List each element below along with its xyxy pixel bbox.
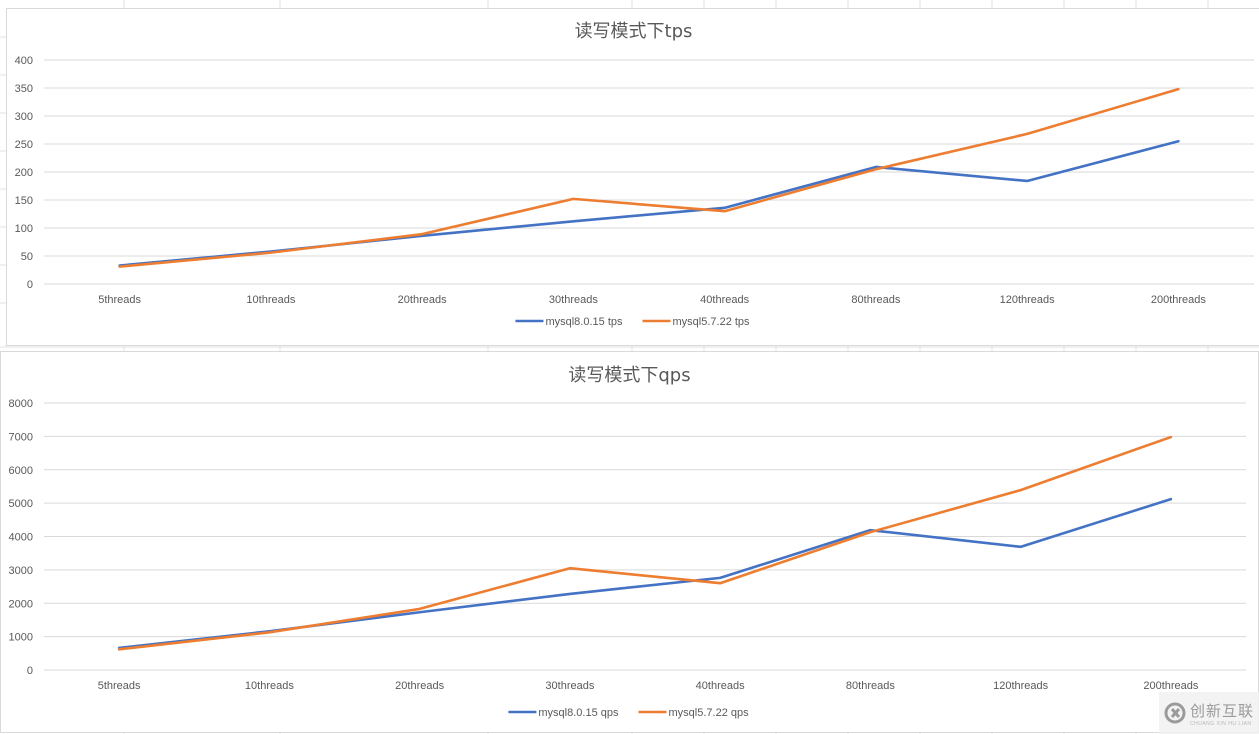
tps-chart[interactable]: 读写模式下tps 0 50 100 150 200 250 300 350 400 5threads… bbox=[6, 8, 1259, 346]
y-tick-label: 7000 bbox=[9, 431, 33, 443]
series-line[interactable] bbox=[117, 435, 1173, 651]
legend-label: mysql8.0.15 qps bbox=[538, 707, 619, 719]
watermark-text: 创新互联 bbox=[1189, 701, 1254, 720]
x-tick-label: 10threads bbox=[246, 294, 295, 306]
x-tick-label: 200threads bbox=[1143, 680, 1199, 692]
chart-title: 读写模式下tps bbox=[575, 21, 693, 42]
chart-legend: mysql8.0.15 qps mysql5.7.22 qps bbox=[508, 707, 749, 719]
x-tick-label: 40threads bbox=[696, 680, 745, 692]
x-tick-label: 20threads bbox=[395, 680, 444, 692]
y-tick-label: 200 bbox=[15, 167, 33, 179]
series-line[interactable] bbox=[118, 87, 1180, 268]
x-tick-label: 5threads bbox=[98, 680, 141, 692]
qps-chart[interactable]: 读写模式下qps 0 1000 2000 3000 4000 5000 6000 7000 800… bbox=[0, 351, 1259, 733]
chart-title: 读写模式下qps bbox=[568, 365, 690, 386]
legend-item[interactable]: mysql5.7.22 tps bbox=[642, 316, 751, 328]
y-tick-label: 400 bbox=[15, 55, 33, 67]
legend-label: mysql8.0.15 tps bbox=[545, 316, 623, 328]
y-tick-label: 300 bbox=[15, 111, 33, 123]
x-tick-label: 200threads bbox=[1151, 294, 1207, 306]
y-tick-label: 350 bbox=[15, 83, 33, 95]
x-tick-label: 20threads bbox=[398, 294, 447, 306]
y-tick-label: 100 bbox=[15, 223, 33, 235]
x-tick-label: 120threads bbox=[993, 680, 1049, 692]
watermark-subtext: CHUANG XIN HU LIAN bbox=[1189, 720, 1252, 727]
y-tick-label: 50 bbox=[21, 251, 33, 263]
brand-logo-icon bbox=[1164, 702, 1186, 724]
watermark: 创新互联 CHUANG XIN HU LIAN bbox=[1159, 692, 1259, 734]
x-tick-label: 80threads bbox=[851, 294, 900, 306]
y-tick-label: 1000 bbox=[9, 632, 33, 644]
qps-chart-canvas: 读写模式下qps 0 1000 2000 3000 4000 5000 6000 7000 800… bbox=[9, 365, 1246, 719]
legend-label: mysql5.7.22 qps bbox=[669, 707, 750, 719]
y-tick-label: 8000 bbox=[9, 398, 33, 410]
y-tick-label: 5000 bbox=[9, 498, 33, 510]
x-tick-label: 40threads bbox=[700, 294, 749, 306]
y-tick-label: 3000 bbox=[9, 565, 33, 577]
y-tick-label: 0 bbox=[27, 665, 33, 677]
y-tick-label: 150 bbox=[15, 195, 33, 207]
x-tick-label: 80threads bbox=[846, 680, 895, 692]
y-tick-label: 250 bbox=[15, 139, 33, 151]
series-line[interactable] bbox=[118, 139, 1180, 267]
x-tick-label: 120threads bbox=[1000, 294, 1056, 306]
y-tick-label: 6000 bbox=[9, 465, 33, 477]
series-line[interactable] bbox=[117, 497, 1173, 650]
legend-item[interactable]: mysql8.0.15 qps bbox=[508, 707, 619, 719]
x-tick-label: 5threads bbox=[98, 294, 141, 306]
x-tick-label: 30threads bbox=[545, 680, 594, 692]
legend-item[interactable]: mysql5.7.22 qps bbox=[638, 707, 750, 719]
legend-label: mysql5.7.22 tps bbox=[673, 316, 751, 328]
tps-chart-canvas: 读写模式下tps 0 50 100 150 200 250 300 350 400 5threads… bbox=[15, 21, 1254, 328]
legend-item[interactable]: mysql8.0.15 tps bbox=[515, 316, 623, 328]
chart-legend: mysql8.0.15 tps mysql5.7.22 tps bbox=[515, 316, 750, 328]
x-tick-label: 10threads bbox=[245, 680, 294, 692]
y-tick-label: 2000 bbox=[9, 598, 33, 610]
x-tick-label: 30threads bbox=[549, 294, 598, 306]
y-tick-label: 4000 bbox=[9, 532, 33, 544]
y-tick-label: 0 bbox=[27, 279, 33, 291]
